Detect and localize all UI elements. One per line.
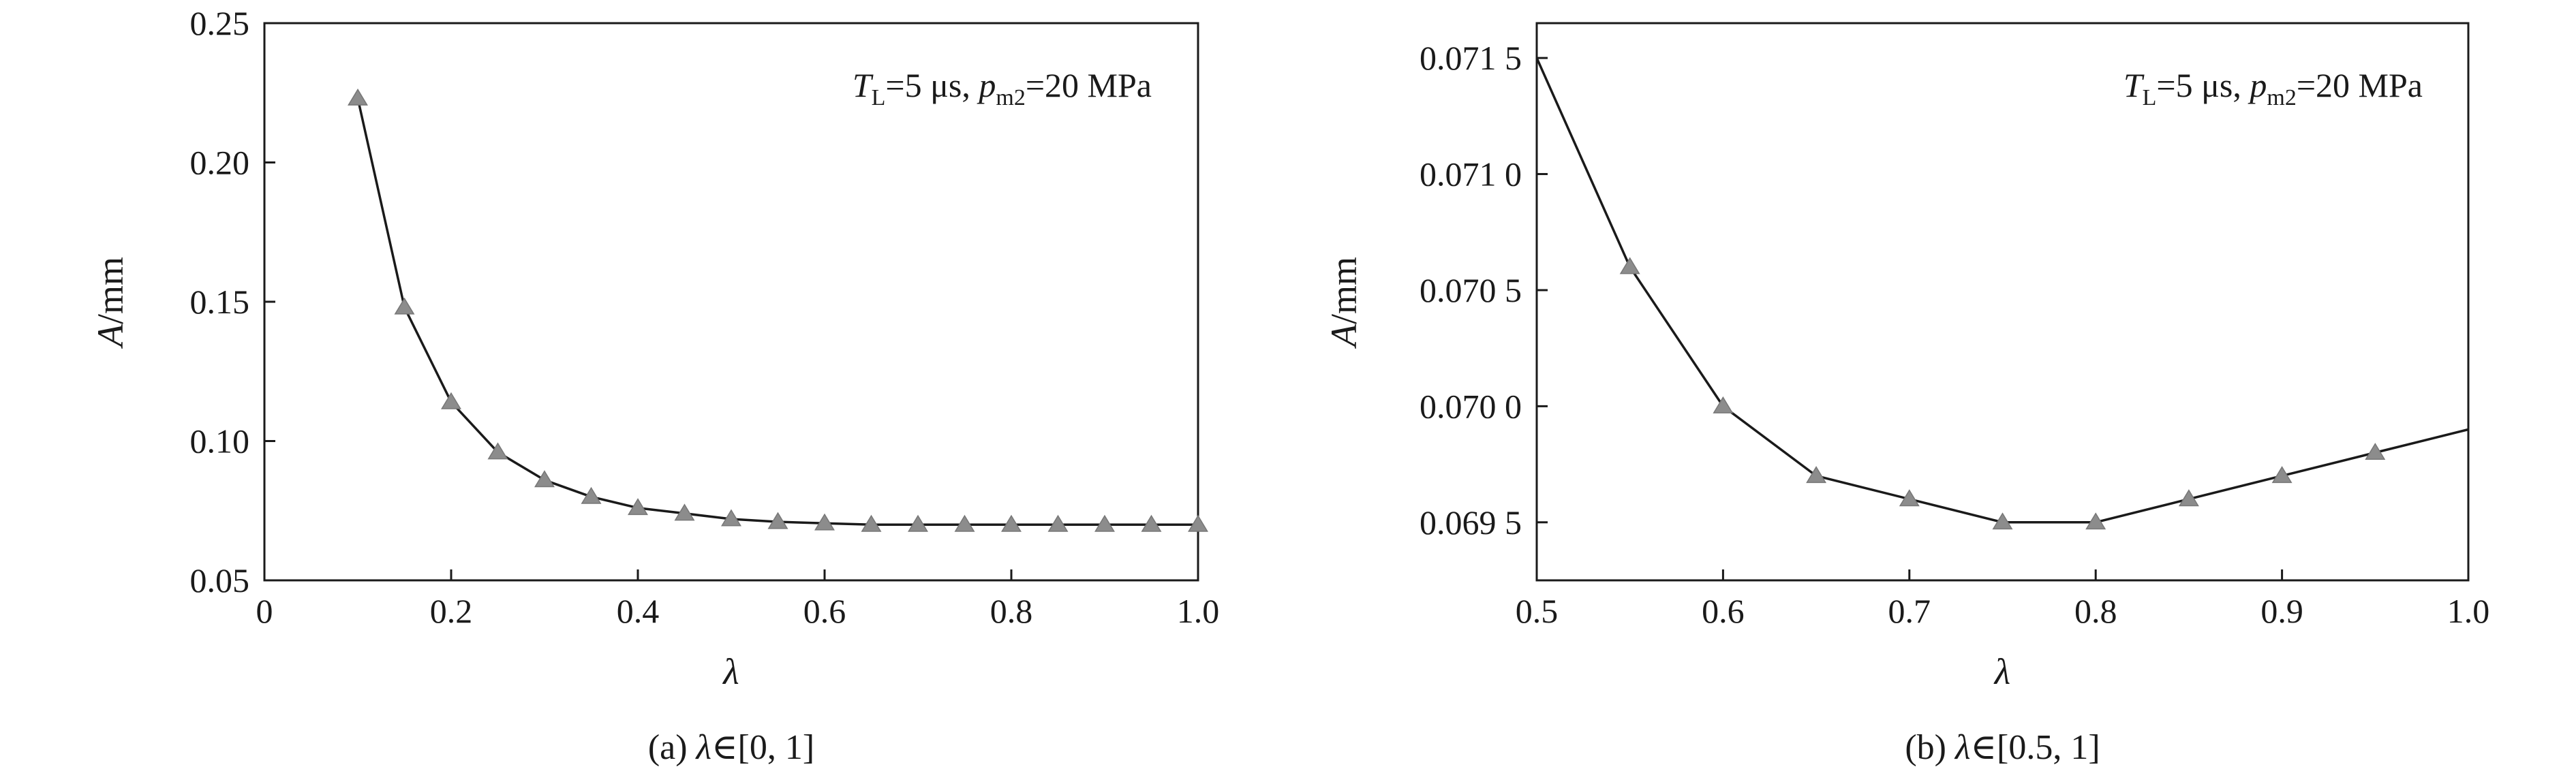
annotation-T-value: =5 μs, xyxy=(885,66,979,104)
y-axis-label-unit: /mm xyxy=(1323,257,1364,324)
data-point xyxy=(2178,489,2199,507)
data-point xyxy=(348,88,368,106)
data-point xyxy=(1806,466,1827,484)
x-tick-label: 0.9 xyxy=(2260,592,2303,630)
data-point xyxy=(394,297,415,315)
x-axis-label: λ xyxy=(1993,651,2010,692)
data-point xyxy=(1188,514,1208,532)
annotation-p-sub: m2 xyxy=(996,85,1025,110)
annotation-T: T xyxy=(853,66,874,104)
data-point xyxy=(1619,257,1640,275)
annotation-p-value: =20 MPa xyxy=(2297,66,2423,104)
data-point xyxy=(1001,514,1022,532)
data-point xyxy=(581,486,602,504)
panel-caption: (a) λ∈[0, 1] xyxy=(648,728,814,767)
panel-caption: (b) λ∈[0.5, 1] xyxy=(1905,728,2100,767)
data-point xyxy=(487,442,508,460)
y-tick-label: 0.070 5 xyxy=(1420,271,1522,309)
annotation-T: T xyxy=(2123,66,2145,104)
y-tick-label: 0.070 0 xyxy=(1420,387,1522,425)
y-tick-label: 0.05 xyxy=(190,561,250,599)
annotation: TL=5 μs, pm2=20 MPa xyxy=(2123,66,2423,110)
y-axis-label: A/mm xyxy=(90,257,131,349)
x-tick-label: 0.6 xyxy=(803,592,846,630)
x-tick-label: 0.4 xyxy=(617,592,660,630)
data-point xyxy=(1899,489,1920,507)
caption-var: λ xyxy=(695,728,712,767)
annotation: TL=5 μs, pm2=20 MPa xyxy=(853,66,1152,110)
data-point xyxy=(908,514,928,532)
data-point xyxy=(2271,466,2293,484)
y-tick-label: 0.20 xyxy=(190,144,250,182)
data-point xyxy=(674,503,695,521)
annotation-p-sub: m2 xyxy=(2267,85,2296,110)
caption-var: λ xyxy=(1954,728,1971,767)
data-point xyxy=(1047,514,1069,532)
panel-a: 0 0.2 0.4 0.6 0.8 1.0 0.05 0.10 0.15 0.20 0.25 λ A/m… xyxy=(90,4,1219,767)
data-point xyxy=(1141,514,1162,532)
plot-frame xyxy=(1535,22,2470,582)
x-axis-label: λ xyxy=(722,651,739,692)
data-point xyxy=(814,513,835,531)
annotation-p: p xyxy=(2248,66,2267,104)
data-point xyxy=(767,512,788,529)
x-tick-label: 0.7 xyxy=(1888,592,1931,630)
series-line xyxy=(356,98,1198,526)
x-tick-label: 0.8 xyxy=(2074,592,2117,630)
annotation-T-sub: L xyxy=(872,85,886,110)
x-tick-label: 1.0 xyxy=(2447,592,2490,630)
caption-prefix: (b) xyxy=(1905,728,1955,767)
x-tick-label: 0.6 xyxy=(1702,592,1745,630)
y-tick-label: 0.071 0 xyxy=(1420,155,1522,193)
y-axis-label-var: A xyxy=(90,324,131,349)
data-point xyxy=(1713,396,1734,413)
data-point xyxy=(1992,512,2013,530)
x-tick-label: 0.5 xyxy=(1516,592,1559,630)
data-point xyxy=(721,509,741,527)
data-point xyxy=(954,514,975,532)
data-point xyxy=(628,498,648,516)
caption-suffix: ∈[0, 1] xyxy=(711,728,814,767)
y-axis-label-var: A xyxy=(1323,324,1364,349)
x-tick-label: 0.8 xyxy=(990,592,1033,630)
series-line xyxy=(1535,57,2469,524)
caption-suffix: ∈[0.5, 1] xyxy=(1971,728,2100,767)
data-point xyxy=(2085,512,2106,530)
annotation-T-value: =5 μs, xyxy=(2156,66,2250,104)
data-point xyxy=(441,392,461,409)
data-point xyxy=(2365,443,2386,460)
x-tick-label: 0 xyxy=(256,592,273,630)
annotation-p-value: =20 MPa xyxy=(1026,66,1152,104)
annotation-p: p xyxy=(977,66,996,104)
data-point xyxy=(1094,514,1115,532)
y-tick-label: 0.071 5 xyxy=(1420,39,1522,77)
y-axis-label: A/mm xyxy=(1323,257,1364,349)
annotation-T-sub: L xyxy=(2143,85,2157,110)
x-tick-label: 1.0 xyxy=(1177,592,1220,630)
y-tick-label: 0.15 xyxy=(190,283,250,321)
y-tick-label: 0.10 xyxy=(190,422,250,460)
panel-b: 0.5 0.6 0.7 0.8 0.9 1.0 0.069 5 0.070 0 0.070 5 0… xyxy=(1323,22,2490,767)
x-tick-label: 0.2 xyxy=(430,592,473,630)
data-point xyxy=(534,470,555,488)
y-tick-label: 0.069 5 xyxy=(1420,503,1522,542)
y-axis-label-unit: /mm xyxy=(90,257,131,324)
y-tick-label: 0.25 xyxy=(190,4,250,42)
caption-prefix: (a) xyxy=(648,728,696,767)
data-point xyxy=(861,514,882,532)
